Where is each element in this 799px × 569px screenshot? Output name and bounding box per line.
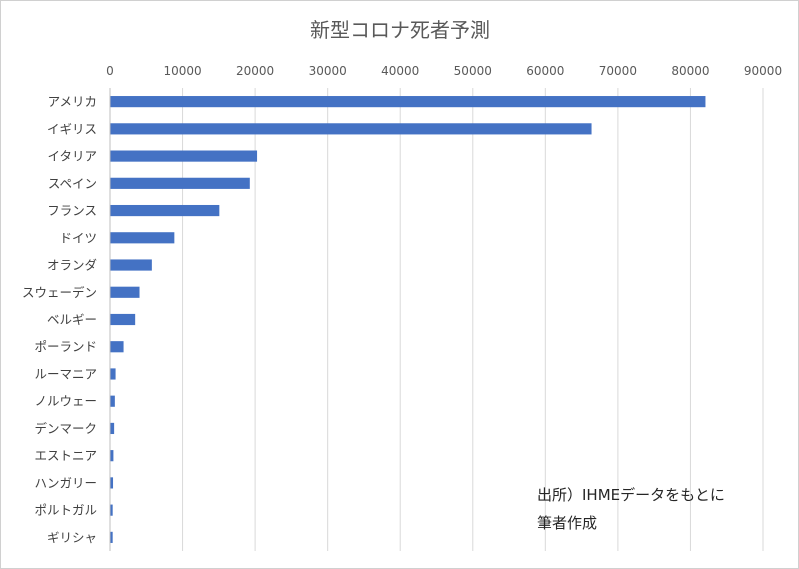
x-tick-label-0: 0 — [106, 64, 114, 78]
bar-10 — [110, 341, 124, 353]
category-label-7: オランダ — [47, 258, 97, 273]
category-label-13: デンマーク — [34, 421, 97, 436]
bar-15 — [110, 477, 114, 489]
category-label-14: エストニア — [34, 448, 97, 463]
bar-13 — [110, 422, 115, 435]
bar-11 — [110, 368, 116, 380]
x-tick-label-80000: 80000 — [671, 64, 709, 78]
x-tick-label-20000: 20000 — [236, 64, 274, 78]
category-label-11: ルーマニア — [34, 366, 97, 381]
category-label-6: ドイツ — [59, 230, 97, 245]
bar-9 — [110, 313, 136, 326]
bar-14 — [110, 450, 114, 462]
category-label-3: イタリア — [47, 149, 97, 164]
x-tick-label-50000: 50000 — [454, 64, 492, 78]
category-label-12: ノルウェー — [34, 394, 97, 409]
bar-3 — [110, 150, 258, 162]
x-tick-label-10000: 10000 — [163, 64, 201, 78]
bar-7 — [110, 259, 152, 271]
bar-6 — [110, 232, 175, 244]
category-label-15: ハンガリー — [34, 475, 97, 490]
x-tick-label-70000: 70000 — [599, 64, 637, 78]
bar-17 — [110, 531, 113, 543]
bar-2 — [110, 123, 592, 135]
source-note-line-2: 筆者作成 — [537, 514, 597, 532]
bar-1 — [110, 96, 706, 108]
category-label-5: フランス — [47, 203, 97, 218]
x-tick-label-30000: 30000 — [309, 64, 347, 78]
x-tick-label-90000: 90000 — [744, 64, 782, 78]
bar-4 — [110, 177, 250, 189]
x-tick-label-40000: 40000 — [381, 64, 419, 78]
category-label-2: イギリス — [47, 121, 97, 136]
category-label-16: ポルトガル — [34, 503, 97, 518]
category-label-10: ポーランド — [34, 339, 97, 354]
source-note-line-1: 出所）IHMEデータをもとに — [537, 486, 725, 504]
bar-16 — [110, 504, 113, 516]
category-label-8: スウェーデン — [22, 285, 97, 300]
category-label-4: スペイン — [48, 176, 97, 191]
x-tick-label-60000: 60000 — [526, 64, 564, 78]
category-label-9: ベルギー — [47, 312, 97, 327]
bar-5 — [110, 204, 220, 217]
chart-title: 新型コロナ死者予測 — [310, 18, 490, 42]
category-label-17: ギリシャ — [47, 530, 97, 545]
bar-12 — [110, 395, 115, 407]
bar-8 — [110, 286, 140, 298]
category-label-1: アメリカ — [48, 94, 97, 109]
